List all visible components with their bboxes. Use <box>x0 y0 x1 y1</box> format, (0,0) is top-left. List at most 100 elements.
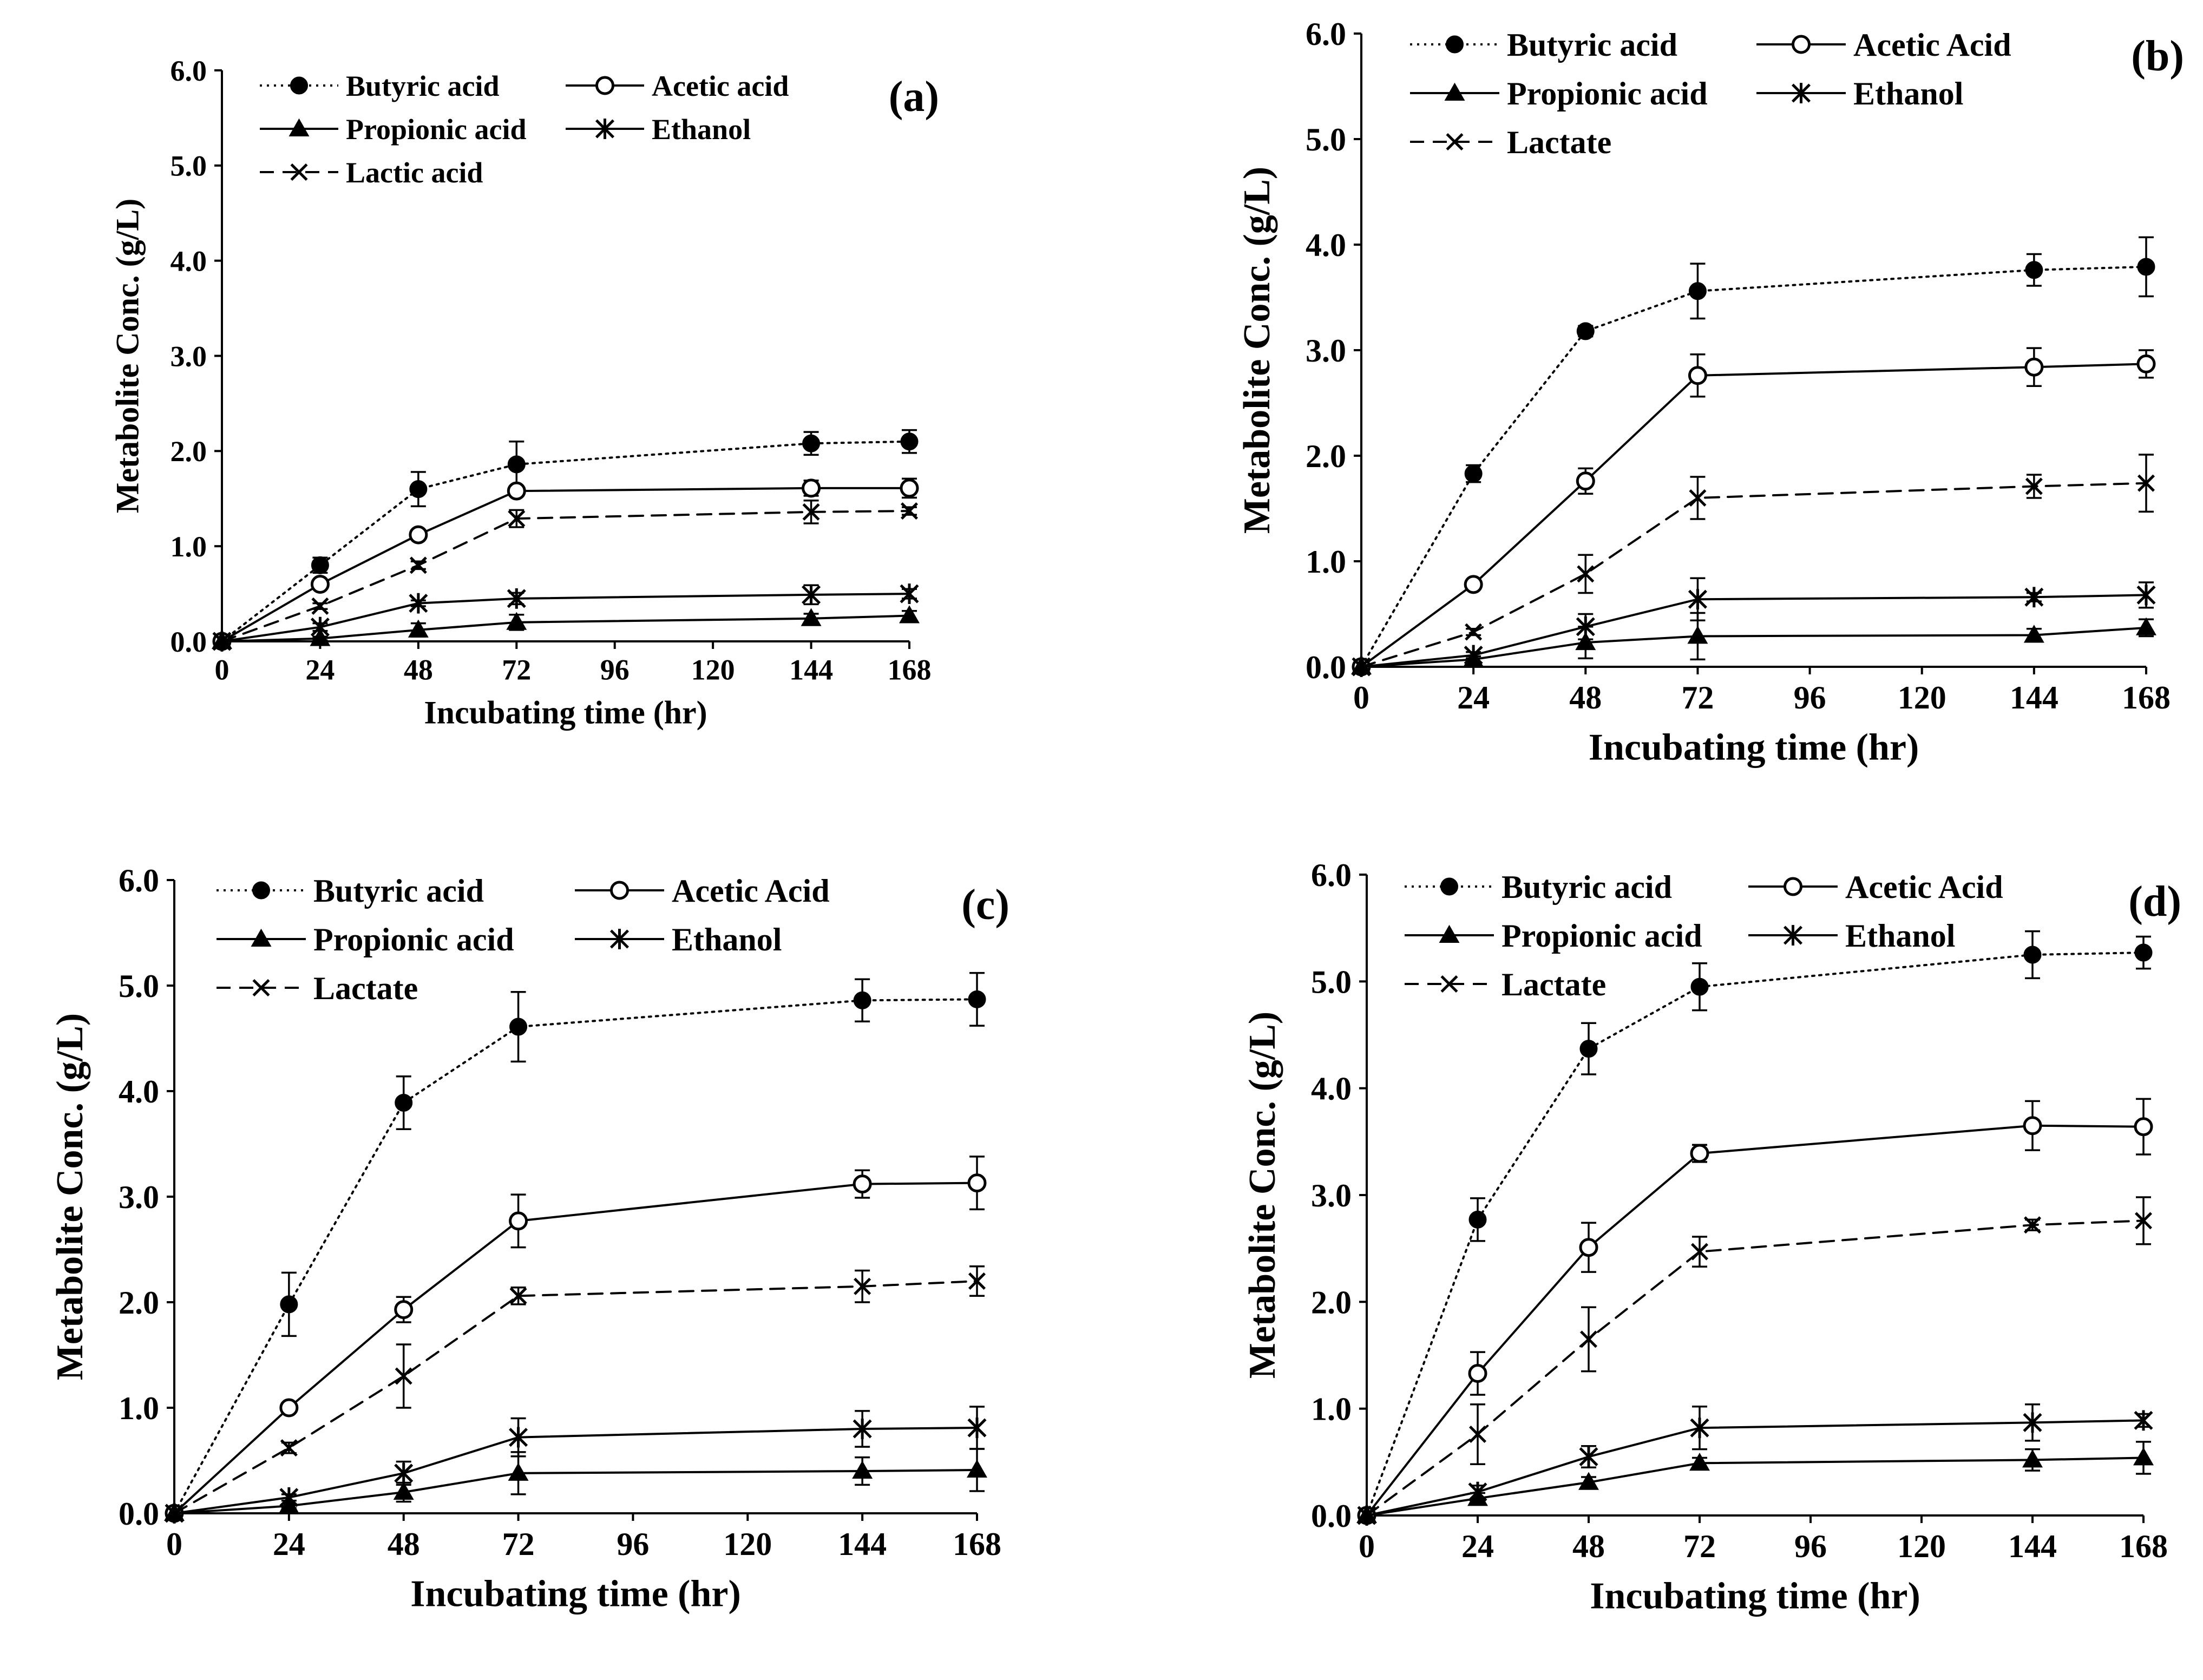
data-point-acetic <box>507 481 526 501</box>
data-point-ethanol <box>2136 585 2156 606</box>
series-line-propionic <box>221 614 910 642</box>
data-point-propionic <box>2022 1449 2043 1468</box>
legend-marker-ethanol <box>1783 925 1803 946</box>
y-tick-label: 5.0 <box>1311 964 1352 1000</box>
x-tick-label: 24 <box>305 654 335 686</box>
series-line-ethanol <box>221 593 910 642</box>
legend-marker-butyric <box>1446 35 1464 54</box>
data-point-ethanol <box>394 1463 414 1484</box>
series-butyric <box>1352 236 2155 676</box>
chart-panel-b: 0.0 1.0 2.0 3.0 4.0 5.0 6.0 0 24 48 72 96 120 144 168 I… <box>1236 16 2184 769</box>
data-point-propionic <box>1575 632 1596 651</box>
data-point-acetic <box>1579 1238 1598 1257</box>
legend-label-lactic: Lactate <box>1502 967 1606 1002</box>
y-tick-label: 6.0 <box>171 55 207 87</box>
data-point-butyric <box>1688 282 1707 300</box>
data-point-ethanol <box>2134 1410 2153 1431</box>
x-tick-label: 120 <box>1897 1528 1946 1564</box>
y-tick-label: 6.0 <box>1306 16 1346 52</box>
data-point-lactic-stroke <box>311 597 329 615</box>
data-point-propionic <box>1689 1453 1710 1471</box>
series-line-butyric <box>221 440 910 642</box>
panel-label: (c) <box>961 881 1009 929</box>
data-point-lactic-stroke <box>2023 1216 2042 1234</box>
data-point-butyric <box>900 432 919 451</box>
legend-marker-propionic <box>251 928 272 947</box>
data-point-ethanol <box>1464 645 1483 666</box>
series-lactic <box>1352 454 2155 676</box>
data-point-acetic <box>2136 354 2156 373</box>
y-tick-label: 5.0 <box>171 150 207 182</box>
y-tick-label: 6.0 <box>1311 857 1352 893</box>
x-tick-label: 144 <box>789 654 833 686</box>
x-tick-label: 48 <box>1569 680 1602 716</box>
data-point-lactic-stroke <box>1577 565 1595 583</box>
data-point-acetic <box>900 478 919 498</box>
data-point-ethanol <box>279 1487 299 1508</box>
data-point-ethanol <box>409 593 428 614</box>
legend-label-acetic: Acetic acid <box>652 70 789 102</box>
series-line-ethanol <box>1360 594 2147 668</box>
y-tick-label: 0.0 <box>1311 1498 1352 1534</box>
x-axis-title: Incubating time (hr) <box>410 1573 741 1615</box>
data-point-butyric <box>409 480 428 498</box>
legend-marker-lactic <box>1446 133 1464 151</box>
x-tick-label: 96 <box>617 1526 649 1562</box>
y-tick-label: 2.0 <box>119 1285 159 1321</box>
chart-panel-c: 0.0 1.0 2.0 3.0 4.0 5.0 6.0 0 24 48 72 96 120 144 168 I… <box>49 863 1009 1615</box>
x-tick-label: 0 <box>1359 1528 1375 1564</box>
data-point-propionic <box>852 1460 873 1479</box>
chart-panel-d: 0.0 1.0 2.0 3.0 4.0 5.0 6.0 0 24 48 72 96 120 144 168 I… <box>1242 857 2181 1617</box>
data-point-acetic <box>853 1174 872 1194</box>
data-point-lactic <box>280 1439 298 1457</box>
x-tick-label: 168 <box>953 1526 1001 1562</box>
data-point-lactic <box>509 1287 527 1305</box>
legend-label-ethanol: Ethanol <box>1853 76 1963 111</box>
legend-marker-lactic-stroke <box>1446 133 1464 151</box>
data-point-butyric <box>1579 1040 1598 1058</box>
series-lactic <box>1358 1196 2153 1525</box>
data-point-lactic-stroke <box>1690 1243 1709 1261</box>
data-point-lactic <box>2134 1212 2153 1230</box>
legend-marker-lactic-stroke <box>252 979 270 997</box>
x-tick-label: 48 <box>1572 1528 1605 1564</box>
data-point-lactic <box>1465 623 1483 641</box>
data-point-acetic <box>1464 575 1483 594</box>
data-point-lactic <box>508 510 526 528</box>
legend-marker-propionic <box>1439 924 1460 943</box>
legend: Butyric acid Acetic Acid Propionic acid Eth… <box>1410 27 2011 160</box>
legend-label-butyric: Butyric acid <box>313 873 484 909</box>
data-point-ethanol <box>509 1427 528 1448</box>
data-point-propionic <box>1687 626 1708 644</box>
series-line-propionic <box>1360 626 2147 668</box>
data-point-lactic <box>2023 1216 2042 1234</box>
data-point-lactic <box>854 1277 871 1295</box>
data-point-lactic-stroke <box>1352 658 1371 676</box>
data-point-butyric <box>1464 464 1483 483</box>
legend-marker-propionic <box>1444 82 1465 101</box>
data-point-propionic <box>899 605 920 624</box>
x-tick-label: 72 <box>1683 1528 1716 1564</box>
x-tick-label: 72 <box>1681 680 1714 716</box>
data-point-ethanol <box>2023 1412 2042 1433</box>
x-tick-label: 168 <box>2122 680 2171 716</box>
data-point-butyric <box>1690 977 1709 996</box>
data-point-butyric <box>509 1018 528 1036</box>
series-line-acetic <box>221 487 910 642</box>
legend-label-butyric: Butyric acid <box>346 70 499 102</box>
y-tick-label: 3.0 <box>1311 1178 1352 1213</box>
legend-label-acetic: Acetic Acid <box>1853 27 2011 63</box>
legend-marker-acetic <box>595 76 614 95</box>
data-point-acetic <box>2134 1117 2153 1137</box>
data-point-lactic <box>395 1367 412 1385</box>
x-axis-title: Incubating time (hr) <box>1589 727 1919 769</box>
data-point-propionic <box>506 612 527 630</box>
series-line-propionic <box>1366 1456 2145 1517</box>
data-point-lactic <box>802 503 820 521</box>
data-point-acetic <box>310 575 330 594</box>
x-tick-label: 144 <box>2010 680 2058 716</box>
y-axis-title: Metabolite Conc. (g/L) <box>109 199 145 514</box>
data-point-lactic <box>1468 1426 1487 1443</box>
data-point-lactic-stroke <box>508 510 526 528</box>
